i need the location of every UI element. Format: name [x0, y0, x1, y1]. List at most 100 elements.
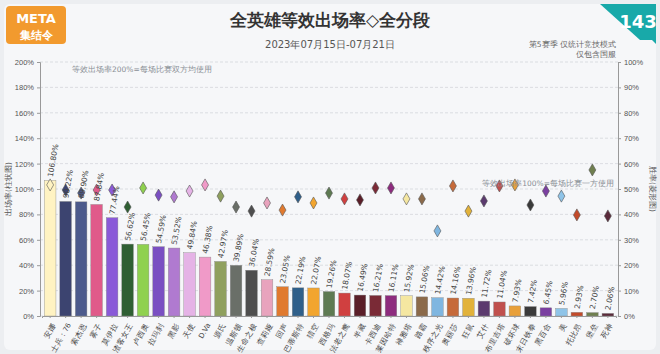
tick: 死神 — [599, 316, 615, 340]
bar — [122, 244, 134, 316]
tick-label: 80% — [624, 109, 639, 118]
brand-badge — [6, 6, 66, 44]
tick-mark — [592, 316, 593, 318]
bar — [478, 301, 490, 316]
tick: 100% — [618, 58, 644, 67]
plot-area — [44, 164, 613, 316]
tick-mark — [251, 316, 252, 318]
tick-label: 40% — [624, 210, 639, 219]
data-label: 14.42% — [433, 265, 447, 295]
tick-label: 奥丽莎 — [440, 321, 460, 346]
win-rate-marker — [387, 182, 394, 194]
axis-line — [37, 63, 41, 317]
tick: 40% — [19, 261, 40, 270]
tick-mark — [618, 189, 621, 190]
data-label: 7.42% — [526, 279, 539, 304]
tick-mark — [37, 164, 40, 165]
tick-mark — [437, 316, 438, 318]
tick-mark — [189, 316, 190, 318]
grid-line — [40, 138, 618, 139]
tick-mark — [37, 291, 40, 292]
win-rate-marker — [418, 193, 425, 205]
tick: 60% — [19, 236, 40, 245]
note: 第5赛季 仅统计竞技模式 — [529, 40, 616, 49]
data-label: 54.59% — [154, 214, 168, 244]
annotation: 等效出场率100%=每场比赛一方使用 — [482, 179, 614, 188]
bar — [432, 298, 444, 316]
bar — [401, 296, 413, 316]
win-rate-marker — [264, 197, 271, 209]
tick-label: 100% — [15, 185, 35, 194]
tick: 50% — [618, 185, 639, 194]
axis-line — [43, 317, 617, 319]
tick-label: 禅雅塔 — [394, 321, 414, 346]
tick-label: 索杰恩 — [69, 321, 89, 346]
win-rate-marker — [326, 187, 333, 199]
grid — [40, 62, 618, 316]
tick-mark — [220, 316, 221, 318]
data-label: 18.07% — [340, 261, 354, 291]
tick: 猎空 — [305, 316, 321, 340]
data-label: 56.45% — [139, 212, 153, 242]
tick-label: 10% — [624, 287, 639, 296]
tick-mark — [344, 316, 345, 318]
tick-mark — [618, 113, 621, 114]
bar — [447, 298, 459, 316]
tick-mark — [359, 316, 360, 318]
data-label: 28.59% — [263, 247, 277, 277]
tick-label: 60% — [19, 236, 34, 245]
tick-mark — [205, 316, 206, 318]
bar — [494, 302, 506, 316]
tick-label: 渣客女王 — [111, 321, 135, 353]
tick-label: 20% — [624, 261, 639, 270]
tick-label: 查莉娅 — [254, 321, 274, 346]
tick-mark — [618, 316, 621, 317]
tick-label: 黑百合 — [533, 321, 553, 346]
tick-mark — [37, 138, 40, 139]
tick: 10% — [618, 287, 639, 296]
tick-mark — [618, 164, 621, 165]
tick: 80% — [618, 109, 639, 118]
tick: 回声 — [274, 316, 290, 340]
tick: 源氏 — [212, 316, 228, 340]
bar — [416, 297, 428, 316]
bar — [370, 295, 382, 316]
data-label: 106.80% — [46, 143, 61, 177]
tick-mark — [530, 316, 531, 318]
bar — [168, 248, 180, 316]
tick: 安娜 — [42, 316, 58, 340]
bar — [215, 261, 227, 316]
data-label: 16.11% — [387, 263, 401, 293]
tick-mark — [174, 316, 175, 318]
tick-label: 法老之鹰 — [328, 321, 352, 353]
data-label: 2.93% — [572, 285, 585, 310]
tick: 黑影 — [166, 316, 182, 340]
tick-mark — [375, 316, 376, 318]
bar — [91, 204, 103, 316]
bar — [246, 270, 258, 316]
bar — [75, 202, 87, 316]
x-axis: 安娜士兵：76索杰恩雾子莫伊拉渣客女王卢西奥拉玛刹黑影天使D.Va源氏温斯顿生命… — [42, 316, 617, 354]
note: 仅包含国服 — [576, 50, 616, 59]
data-label: 77.44% — [108, 185, 122, 215]
tick-label: 20% — [19, 287, 34, 296]
bar — [525, 307, 537, 316]
data-label: 11.04% — [495, 270, 509, 300]
tick: 布里吉塔 — [483, 316, 507, 354]
win-rate-marker — [573, 209, 580, 221]
bar — [556, 308, 568, 316]
data-label: 23.05% — [278, 254, 292, 284]
tick-label: 70% — [624, 134, 639, 143]
issue-badge-fill — [600, 4, 656, 40]
data-label: 19.26% — [325, 259, 339, 289]
brand-text: 集结令 — [19, 29, 54, 42]
data-label: 36.04% — [247, 238, 261, 268]
tick-mark — [545, 316, 546, 318]
bar — [230, 265, 242, 316]
bar — [153, 247, 165, 316]
win-rate-marker — [604, 210, 611, 222]
data-label: 22.07% — [309, 256, 323, 286]
tick-mark — [37, 113, 40, 114]
bar — [540, 308, 552, 316]
tick-mark — [37, 316, 40, 317]
